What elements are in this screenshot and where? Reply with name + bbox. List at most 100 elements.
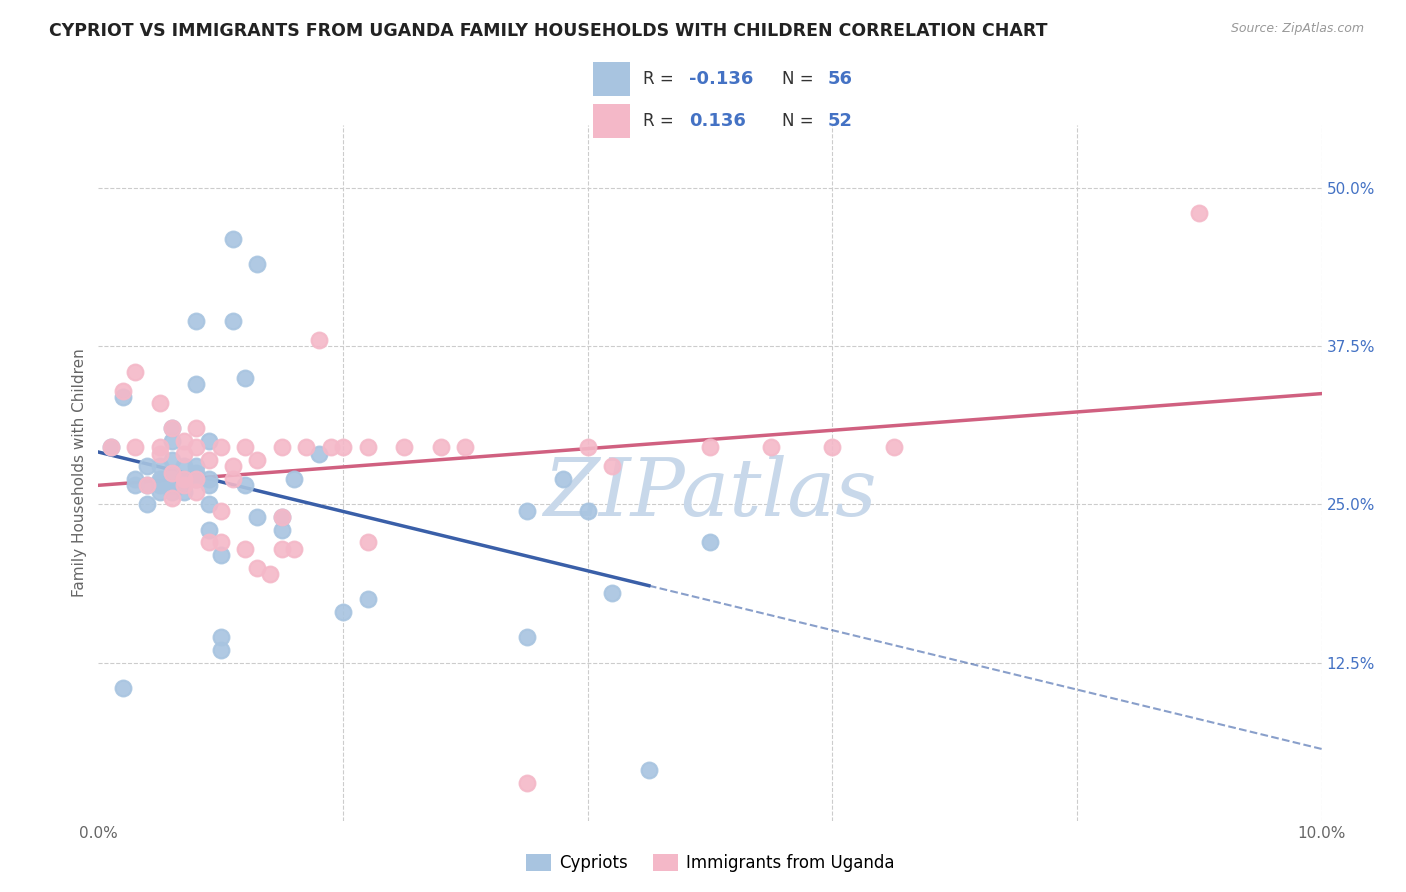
Text: 52: 52 [828,112,853,130]
Point [295,441,318,455]
Point [186,377,208,392]
Point [136,497,159,511]
Point [186,472,208,486]
Point [356,441,378,455]
Point [209,548,232,562]
Point [222,314,245,328]
Text: 56: 56 [828,70,853,87]
Point [883,441,905,455]
Point [233,441,256,455]
Point [197,535,219,549]
Point [209,441,232,455]
Point [186,466,208,480]
Point [160,421,183,435]
Point [173,447,195,461]
Point [149,484,172,499]
Point [246,453,269,467]
Point [222,459,245,474]
Legend: Cypriots, Immigrants from Uganda: Cypriots, Immigrants from Uganda [519,847,901,879]
Point [197,478,219,492]
Point [197,472,219,486]
Point [283,472,305,486]
Point [160,421,183,435]
Point [100,441,122,455]
Point [270,541,292,556]
Point [149,478,172,492]
Point [173,478,195,492]
Point [553,472,575,486]
Point [197,523,219,537]
Point [246,510,269,524]
Bar [593,104,630,138]
Point [149,472,172,486]
Point [149,459,172,474]
Point [209,504,232,518]
Point [124,478,146,492]
Point [576,441,599,455]
Point [149,475,172,489]
Point [1188,206,1211,220]
Point [270,510,292,524]
Point [454,441,477,455]
Point [100,441,122,455]
Point [259,566,281,581]
Text: CYPRIOT VS IMMIGRANTS FROM UGANDA FAMILY HOUSEHOLDS WITH CHILDREN CORRELATION CH: CYPRIOT VS IMMIGRANTS FROM UGANDA FAMILY… [49,22,1047,40]
Point [173,472,195,486]
Text: N =: N = [782,70,818,87]
Point [516,630,538,644]
Bar [593,62,630,95]
Point [209,630,232,644]
Point [186,484,208,499]
Text: R =: R = [643,70,679,87]
Point [124,441,146,455]
Point [160,472,183,486]
Point [516,504,538,518]
Point [308,333,330,347]
Point [186,421,208,435]
Point [136,478,159,492]
Point [821,441,844,455]
Point [186,314,208,328]
Point [173,478,195,492]
Point [186,459,208,474]
Point [600,459,623,474]
Point [197,453,219,467]
Point [186,472,208,486]
Point [197,497,219,511]
Point [356,535,378,549]
Point [160,484,183,499]
Text: 0.136: 0.136 [689,112,747,130]
Point [222,232,245,246]
Point [699,535,721,549]
Point [160,491,183,505]
Point [699,441,721,455]
Point [270,441,292,455]
Point [270,510,292,524]
Point [600,586,623,600]
Point [111,681,134,695]
Point [222,472,245,486]
Point [516,775,538,789]
Point [149,396,172,410]
Point [246,257,269,271]
Point [160,434,183,449]
Point [283,541,305,556]
Point [392,441,416,455]
Point [209,535,232,549]
Text: -0.136: -0.136 [689,70,754,87]
Point [136,478,159,492]
Point [356,592,378,607]
Point [637,763,661,777]
Point [308,447,330,461]
Y-axis label: Family Households with Children: Family Households with Children [72,349,87,597]
Point [332,441,354,455]
Point [160,478,183,492]
Point [173,434,195,449]
Point [111,384,134,398]
Point [233,371,256,385]
Point [173,472,195,486]
Point [149,447,172,461]
Point [173,484,195,499]
Point [160,453,183,467]
Point [209,643,232,657]
